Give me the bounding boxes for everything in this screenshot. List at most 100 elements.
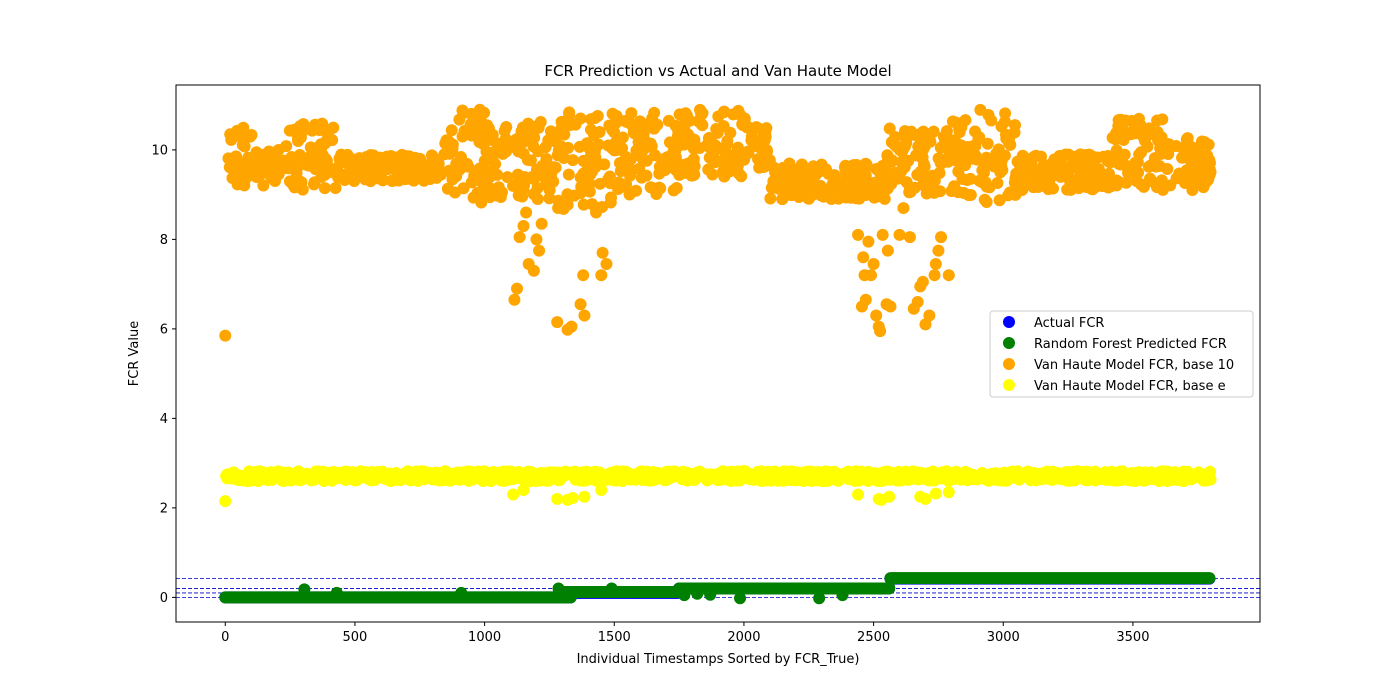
data-point-outlier — [691, 587, 704, 600]
data-point-outlier — [578, 309, 591, 322]
data-point — [272, 465, 285, 478]
data-point — [561, 188, 574, 201]
data-point — [1032, 472, 1045, 485]
data-point — [881, 154, 894, 167]
data-point — [796, 188, 809, 201]
data-point — [1189, 179, 1202, 192]
legend-marker — [1003, 379, 1015, 391]
data-point — [795, 158, 808, 171]
legend-marker — [1003, 337, 1015, 349]
data-point — [512, 189, 525, 202]
data-point — [1067, 178, 1080, 191]
data-point — [739, 465, 752, 478]
data-point — [551, 149, 564, 162]
data-point — [825, 192, 838, 205]
data-point — [681, 157, 694, 170]
data-point — [619, 472, 632, 485]
data-point — [407, 174, 420, 187]
data-point — [433, 474, 446, 487]
plot-frame — [175, 84, 1261, 623]
data-point — [928, 474, 941, 487]
data-point — [902, 130, 915, 143]
data-point — [1138, 134, 1151, 147]
data-point — [262, 162, 275, 175]
data-point — [860, 158, 873, 171]
data-point — [908, 181, 921, 194]
data-point — [545, 166, 558, 179]
data-point — [424, 467, 437, 480]
data-point — [414, 152, 427, 165]
data-point — [553, 468, 566, 481]
data-point — [458, 125, 471, 138]
data-point — [1131, 156, 1144, 169]
data-point — [776, 193, 789, 206]
data-point-outlier — [836, 589, 849, 602]
data-point — [731, 156, 744, 169]
data-point-outlier — [919, 492, 932, 505]
data-point — [727, 108, 740, 121]
data-point — [292, 465, 305, 478]
data-point — [439, 137, 452, 150]
data-point — [491, 168, 504, 181]
data-point — [291, 161, 304, 174]
data-point — [511, 168, 524, 181]
data-point — [445, 124, 458, 137]
y-tick-label: 0 — [160, 591, 168, 606]
data-point — [238, 179, 251, 192]
data-point-outlier — [566, 492, 579, 505]
data-point — [1178, 175, 1191, 188]
data-point — [993, 194, 1006, 207]
data-point — [1184, 154, 1197, 167]
x-tick-label: 1000 — [468, 630, 501, 645]
data-point — [902, 154, 915, 167]
data-point — [921, 134, 934, 147]
data-point — [492, 181, 505, 194]
data-point — [1053, 154, 1066, 167]
data-point-outlier — [942, 486, 955, 499]
data-point-outlier — [565, 320, 578, 333]
data-point — [793, 175, 806, 188]
data-point-outlier — [883, 581, 896, 594]
data-point — [980, 151, 993, 164]
data-point — [363, 166, 376, 179]
data-point — [955, 139, 968, 152]
data-point — [450, 157, 463, 170]
data-point — [1032, 181, 1045, 194]
data-point — [1037, 160, 1050, 173]
data-point — [1202, 173, 1215, 186]
data-point — [979, 176, 992, 189]
data-point — [1043, 468, 1056, 481]
data-point-outlier — [881, 244, 894, 257]
data-point-outlier — [893, 228, 906, 241]
data-point — [1165, 473, 1178, 486]
data-point-outlier — [734, 592, 747, 605]
data-point — [280, 140, 293, 153]
data-point — [650, 187, 663, 200]
data-point — [257, 179, 270, 192]
data-point — [859, 169, 872, 182]
data-point — [759, 127, 772, 140]
data-point — [534, 116, 547, 129]
data-point — [681, 128, 694, 141]
data-point — [598, 158, 611, 171]
data-point — [613, 178, 626, 191]
data-point — [635, 151, 648, 164]
data-point — [501, 171, 514, 184]
data-point — [914, 170, 927, 183]
data-point — [540, 474, 553, 487]
data-point — [839, 191, 852, 204]
data-point — [1113, 176, 1126, 189]
data-point-outlier — [535, 217, 548, 230]
data-point — [382, 473, 395, 486]
data-point — [329, 182, 342, 195]
data-point — [630, 184, 643, 197]
data-point — [702, 132, 715, 145]
data-point — [231, 167, 244, 180]
data-point — [1025, 155, 1038, 168]
series-1-points — [219, 572, 1216, 605]
data-point — [1017, 167, 1030, 180]
data-point — [953, 123, 966, 136]
data-point — [272, 168, 285, 181]
data-point — [1101, 150, 1114, 163]
